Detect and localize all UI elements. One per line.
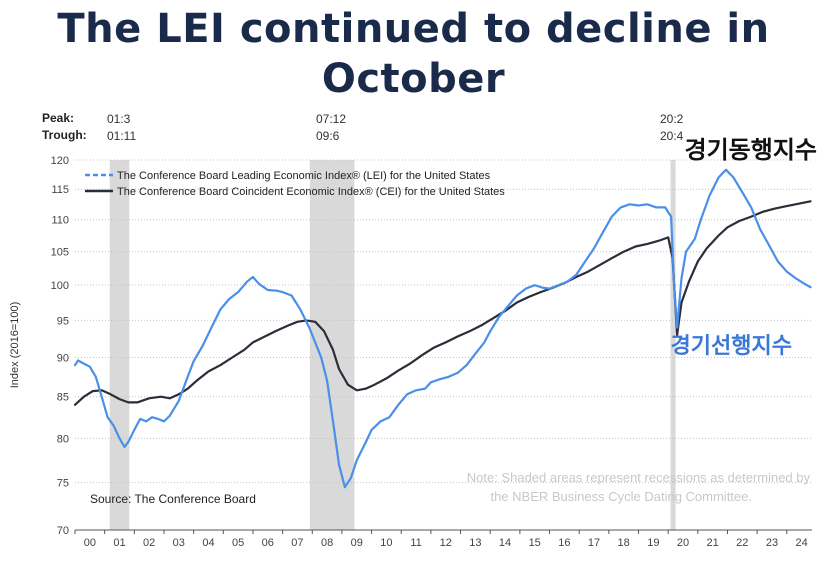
leading-index-annotation: 경기선행지수 <box>671 333 792 358</box>
x-tick-10: 10 <box>380 537 392 549</box>
cycle-1-trough: 01:11 <box>107 129 137 143</box>
y-tick-80: 80 <box>57 433 69 445</box>
x-tick-11: 11 <box>410 537 421 549</box>
x-tick-04: 04 <box>202 537 214 549</box>
y-tick-85: 85 <box>57 392 69 404</box>
title-line-2: October <box>321 56 506 102</box>
legend-cei-label: The Conference Board Coincident Economic… <box>117 186 505 198</box>
x-tick-03: 03 <box>173 537 185 549</box>
x-tick-00: 00 <box>84 537 96 549</box>
x-tick-09: 09 <box>351 537 363 549</box>
cycle-2-trough: 09:6 <box>316 129 340 143</box>
note-line-2: the NBER Business Cycle Dating Committee… <box>490 489 752 504</box>
x-tick-02: 02 <box>143 537 155 549</box>
y-tick-120: 120 <box>51 155 69 167</box>
peak-label: Peak: <box>42 111 75 125</box>
series-lei-line <box>73 168 812 489</box>
source-label: Source: The Conference Board <box>90 492 256 506</box>
y-axis-label: Index (2016=100) <box>9 302 21 389</box>
note-line-1: Note: Shaded areas represent recessions … <box>467 470 811 485</box>
x-tick-06: 06 <box>262 537 274 549</box>
y-axis-ticks: 70 75 80 85 90 95 100 105 110 115 120 <box>51 155 69 537</box>
series-lines <box>73 168 812 489</box>
y-tick-110: 110 <box>51 215 69 227</box>
y-tick-100: 100 <box>51 280 69 292</box>
cycle-1-peak: 01:3 <box>107 112 131 126</box>
x-tick-18: 18 <box>618 537 630 549</box>
x-axis-ticks: 00 01 02 03 04 05 06 07 08 09 10 11 12 13 14 15 16 17 18 19… <box>74 530 808 549</box>
legend-lei-label: The Conference Board Leading Economic In… <box>117 170 491 182</box>
x-tick-24: 24 <box>795 537 807 549</box>
y-tick-75: 75 <box>57 478 69 490</box>
x-tick-15: 15 <box>529 537 541 549</box>
y-tick-95: 95 <box>57 315 69 327</box>
x-tick-17: 17 <box>588 537 600 549</box>
x-tick-20: 20 <box>677 537 689 549</box>
recession-band-1 <box>109 160 130 530</box>
trough-label: Trough: <box>42 128 87 142</box>
x-tick-05: 05 <box>232 537 244 549</box>
cycle-2-peak: 07:12 <box>316 112 347 126</box>
legend: The Conference Board Leading Economic In… <box>85 170 505 198</box>
title-line-1: The LEI continued to decline in <box>57 6 770 52</box>
x-tick-21: 21 <box>707 537 719 549</box>
x-tick-23: 23 <box>766 537 778 549</box>
gridlines <box>75 159 812 484</box>
coincident-index-annotation: 경기동행지수 <box>685 137 817 164</box>
y-tick-105: 105 <box>51 247 69 259</box>
x-tick-14: 14 <box>499 537 511 549</box>
x-tick-08: 08 <box>321 537 333 549</box>
y-tick-90: 90 <box>57 352 69 364</box>
x-tick-07: 07 <box>291 537 303 549</box>
x-tick-13: 13 <box>469 537 481 549</box>
series-cei-line <box>73 200 812 406</box>
y-tick-115: 115 <box>51 184 69 196</box>
x-tick-16: 16 <box>558 537 570 549</box>
y-tick-70: 70 <box>57 525 69 537</box>
x-tick-01: 01 <box>113 537 125 549</box>
x-tick-19: 19 <box>647 537 659 549</box>
cycle-3-peak: 20:2 <box>660 112 684 126</box>
cycle-3-trough: 20:4 <box>660 129 684 143</box>
chart-title: The LEI continued to decline in October <box>0 4 827 104</box>
recession-band-3 <box>670 160 676 530</box>
x-tick-22: 22 <box>736 537 748 549</box>
x-tick-12: 12 <box>440 537 452 549</box>
